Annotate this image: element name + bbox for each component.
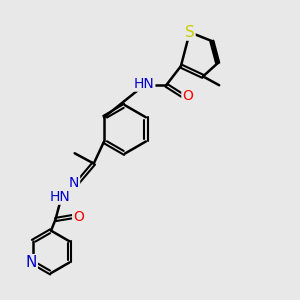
Text: O: O: [182, 88, 193, 103]
Text: S: S: [185, 25, 195, 40]
Text: HN: HN: [50, 190, 70, 204]
Text: N: N: [69, 176, 79, 190]
Text: O: O: [73, 209, 84, 224]
Text: N: N: [26, 255, 37, 270]
Text: HN: HN: [134, 77, 154, 91]
